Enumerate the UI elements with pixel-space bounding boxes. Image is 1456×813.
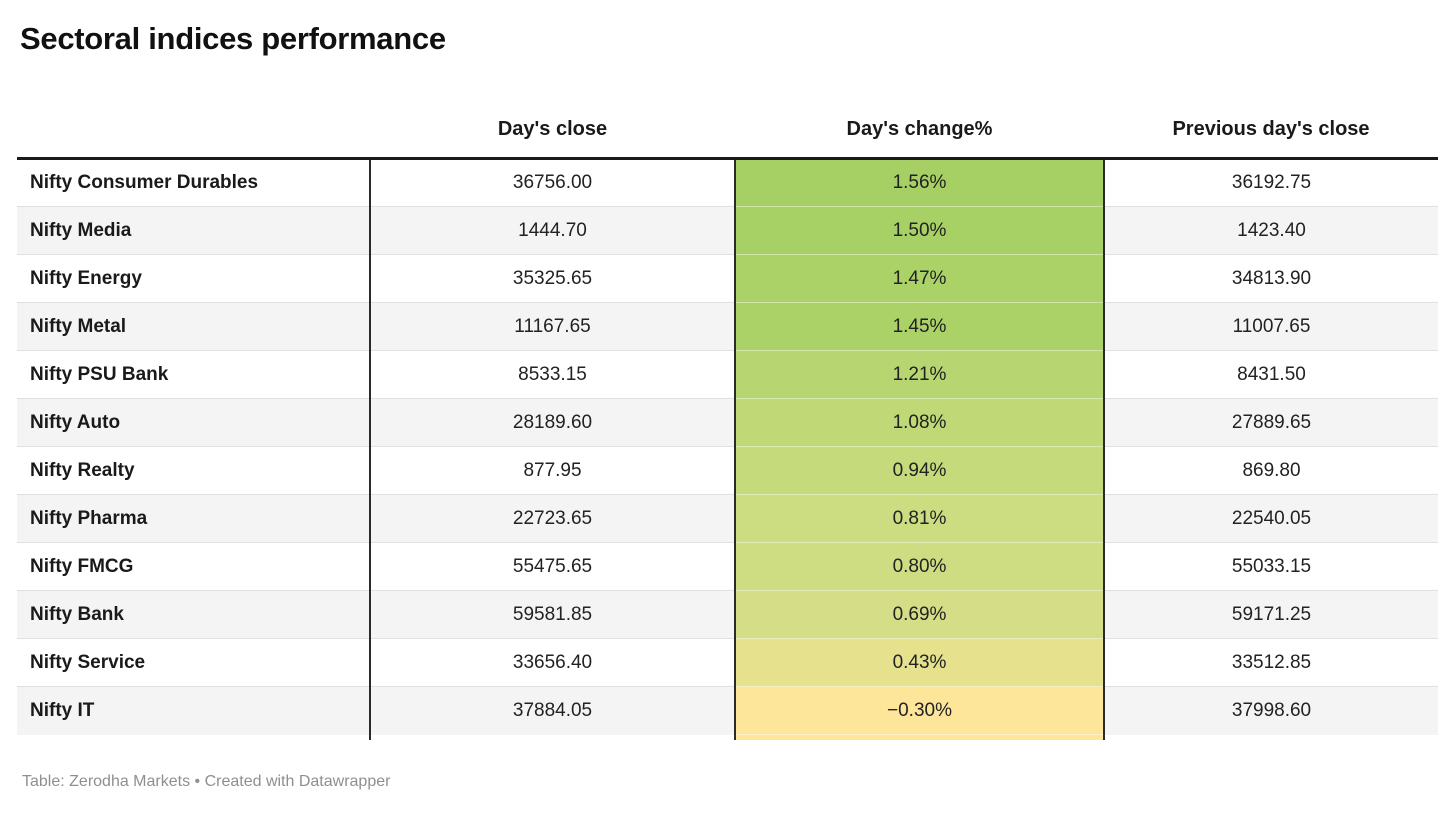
table-header: Day's close Day's change% Previous day's… — [17, 100, 1438, 160]
days-close-value: 11167.65 — [370, 302, 735, 351]
table-row: Nifty Pharma 22723.65 0.81% 22540.05 — [17, 494, 1438, 543]
days-close-value: 22723.65 — [370, 494, 735, 543]
days-close-value: 8533.15 — [370, 350, 735, 399]
table-row: Nifty Auto 28189.60 1.08% 27889.65 — [17, 398, 1438, 447]
previous-days-close-value: 33512.85 — [1104, 638, 1438, 687]
days-close-value: 35325.65 — [370, 254, 735, 303]
days-change-heatmap-cell: 1.56% — [734, 158, 1105, 207]
days-change-heatmap-cell: 1.50% — [734, 206, 1105, 255]
days-change-heatmap-cell: 1.45% — [734, 302, 1105, 351]
days-change-heatmap-cell: −0.30% — [734, 686, 1105, 735]
row-label: Nifty Pharma — [17, 494, 371, 543]
days-change-heatmap-cell: 0.69% — [734, 590, 1105, 639]
days-close-value: 36756.00 — [512, 172, 593, 193]
table-row: Nifty PSU Bank 8533.15 1.21% 8431.50 — [17, 350, 1438, 399]
table-row: Nifty IT 37884.05 −0.30% 37998.60 — [17, 686, 1438, 735]
overhang-label-cell — [17, 734, 371, 740]
days-close-value: 877.95 — [370, 446, 735, 495]
header-row: Day's close Day's change% Previous day's… — [17, 100, 1438, 160]
table-row: Nifty Consumer Durables 36756.00 1.56% 3619… — [17, 158, 1438, 207]
col-header-previous-days-close: Previous day's close — [1104, 100, 1438, 160]
row-label: Nifty FMCG — [17, 542, 371, 591]
row-label: Nifty PSU Bank — [17, 350, 371, 399]
previous-days-close-value: 22540.05 — [1104, 494, 1438, 543]
table-footer-attribution: Table: Zerodha Markets • Created with Da… — [22, 772, 391, 790]
row-label: Nifty Bank — [17, 590, 371, 639]
col-header-days-change: Day's change% — [735, 100, 1104, 160]
days-change-heatmap-cell: 0.81% — [734, 494, 1105, 543]
table-row: Nifty Bank 59581.85 0.69% 59171.25 — [17, 590, 1438, 639]
row-label: Nifty IT — [17, 686, 371, 735]
overhang-prev-cell — [1104, 735, 1438, 740]
table-row: Nifty Energy 35325.65 1.47% 34813.90 — [17, 254, 1438, 303]
previous-days-close-value: 8431.50 — [1104, 350, 1438, 399]
table-row: Nifty Realty 877.95 0.94% 869.80 — [17, 446, 1438, 495]
sectoral-indices-table: Day's close Day's change% Previous day's… — [17, 100, 1438, 740]
table-row: Nifty Media 1444.70 1.50% 1423.40 — [17, 206, 1438, 255]
previous-days-close-value: 37998.60 — [1104, 686, 1438, 735]
days-change-heatmap-cell: 1.47% — [734, 254, 1105, 303]
days-close-value: 37884.05 — [370, 686, 735, 735]
previous-days-close-value: 27889.65 — [1104, 398, 1438, 447]
days-close-value: 55475.65 — [370, 542, 735, 591]
overhang-close-cell — [370, 735, 735, 740]
row-label: Nifty Media — [17, 206, 371, 255]
overhang-heatmap-cell — [734, 734, 1105, 740]
table-bottom-overhang — [17, 734, 1438, 740]
days-close-value: 28189.60 — [370, 398, 735, 447]
row-label: Nifty Energy — [17, 254, 371, 303]
previous-days-close-value: 34813.90 — [1104, 254, 1438, 303]
row-label: Nifty Realty — [17, 446, 371, 495]
previous-days-close-value: 11007.65 — [1104, 302, 1438, 351]
previous-days-close-value: 36192.75 — [1231, 172, 1312, 193]
days-change-heatmap-cell: 0.43% — [734, 638, 1105, 687]
days-close-value: 1444.70 — [370, 206, 735, 255]
row-label: Nifty Consumer Durables — [17, 158, 371, 207]
days-close-value: 33656.40 — [370, 638, 735, 687]
previous-days-close-value: 1423.40 — [1104, 206, 1438, 255]
previous-days-close-value: 59171.25 — [1104, 590, 1438, 639]
days-change-heatmap-cell: 1.08% — [734, 398, 1105, 447]
days-change-heatmap-cell: 1.21% — [734, 350, 1105, 399]
row-label: Nifty Service — [17, 638, 371, 687]
table-row: Nifty Service 33656.40 0.43% 33512.85 — [17, 638, 1438, 687]
table-row: Nifty Metal 11167.65 1.45% 11007.65 — [17, 302, 1438, 351]
days-change-heatmap-cell: 0.80% — [734, 542, 1105, 591]
previous-days-close-value: 869.80 — [1104, 446, 1438, 495]
page-title: Sectoral indices performance — [20, 21, 446, 56]
days-close-value: 59581.85 — [370, 590, 735, 639]
row-label: Nifty Auto — [17, 398, 371, 447]
table-row: Nifty FMCG 55475.65 0.80% 55033.15 — [17, 542, 1438, 591]
col-header-days-close: Day's close — [370, 100, 735, 160]
days-change-heatmap-cell: 0.94% — [734, 446, 1105, 495]
col-header-blank — [17, 100, 370, 160]
row-label: Nifty Metal — [17, 302, 371, 351]
previous-days-close-value: 55033.15 — [1104, 542, 1438, 591]
table-body: Nifty Consumer Durables 36756.00 1.56% 3619… — [17, 158, 1438, 740]
